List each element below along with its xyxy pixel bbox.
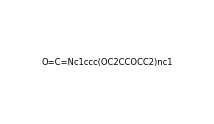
- Text: O=C=Nc1ccc(OC2CCOCC2)nc1: O=C=Nc1ccc(OC2CCOCC2)nc1: [41, 58, 173, 66]
